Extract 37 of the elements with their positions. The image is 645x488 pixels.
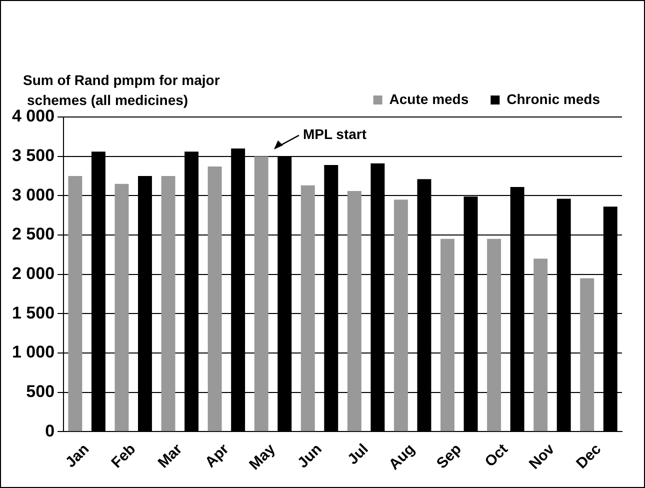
x-tick-label: Jun xyxy=(294,440,326,472)
y-tick-label: 3 000 xyxy=(12,185,55,204)
y-tick-label: 2 000 xyxy=(12,264,55,284)
x-tick-label: Sep xyxy=(433,440,465,472)
bar xyxy=(300,185,315,432)
x-tick-label: Mar xyxy=(154,440,186,472)
bar xyxy=(68,176,82,432)
x-tick-label: Jul xyxy=(344,440,372,468)
y-tick-label: 2 500 xyxy=(12,224,55,244)
y-tick-label: 3 500 xyxy=(12,146,55,166)
bar xyxy=(254,156,268,432)
y-tick-label: 1 000 xyxy=(12,342,55,362)
bar xyxy=(580,278,594,432)
x-tick-label: Nov xyxy=(526,440,558,473)
y-axis-title: Sum of Rand pmpm for major schemes (all medicines) xyxy=(23,72,220,108)
x-tick-label: Feb xyxy=(108,440,140,472)
bar xyxy=(440,238,454,432)
bar xyxy=(114,184,129,432)
annotation: MPL start xyxy=(302,126,367,142)
bar xyxy=(208,166,222,432)
x-tick-label: Apr xyxy=(202,440,232,472)
x-tick-label: May xyxy=(246,440,280,474)
y-tick-label: 0 xyxy=(45,421,55,440)
y-tick-label: 500 xyxy=(26,382,55,401)
x-tick-label: Dec xyxy=(573,440,604,472)
bar xyxy=(394,200,408,432)
legend-label: Acute meds xyxy=(389,90,469,107)
bar xyxy=(347,190,362,432)
x-tick-label: Jan xyxy=(62,440,93,472)
legend-label: Chronic meds xyxy=(506,90,600,107)
y-tick-label: 1 500 xyxy=(12,303,55,322)
x-tick-label: Oct xyxy=(482,440,512,470)
y-tick-label: 4 000 xyxy=(12,106,55,126)
x-tick-label: Aug xyxy=(386,440,418,474)
bar xyxy=(161,176,176,432)
bar xyxy=(487,238,501,432)
bar xyxy=(534,258,548,432)
